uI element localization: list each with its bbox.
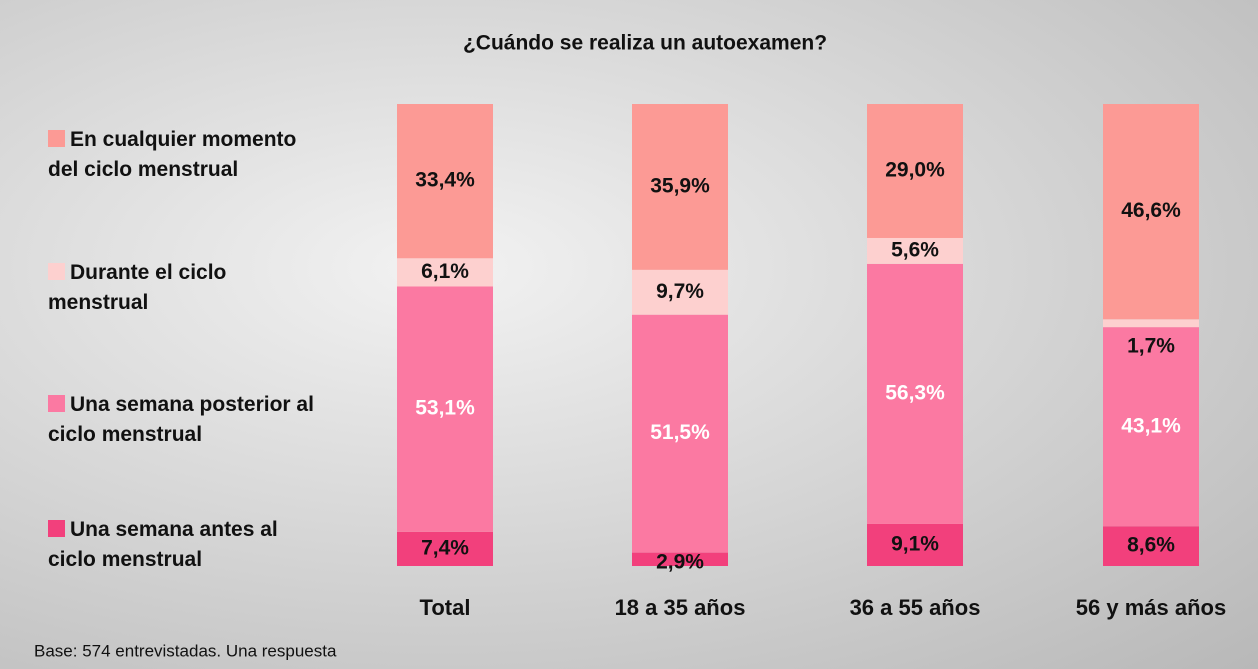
bar-segment: [397, 104, 493, 259]
legend-label: En cualquier momento del ciclo menstrual: [48, 128, 297, 181]
x-tick-label: Total: [420, 595, 471, 620]
x-tick-label: 18 a 35 años: [615, 595, 746, 620]
legend-entry: Una semana posterior al ciclo menstrual: [48, 390, 318, 450]
data-label: 56,3%: [885, 381, 945, 404]
data-label: 7,4%: [421, 536, 469, 559]
bar-segment: [867, 104, 963, 238]
legend-swatch: [48, 130, 65, 147]
bar-segment: [1103, 526, 1199, 566]
bar-segment: [867, 263, 963, 524]
chart-title: ¿Cuándo se realiza un autoexamen?: [463, 32, 827, 55]
data-label: 35,9%: [650, 174, 710, 197]
bar-segment: [397, 258, 493, 287]
data-label: 29,0%: [885, 159, 945, 182]
data-label: 6,1%: [421, 260, 469, 283]
legend-swatch: [48, 520, 65, 537]
data-label: 43,1%: [1121, 414, 1181, 437]
legend-entry: Una semana antes al ciclo menstrual: [48, 515, 318, 575]
bar-segment: [632, 104, 728, 270]
data-label: 51,5%: [650, 421, 710, 444]
legend-swatch: [48, 395, 65, 412]
data-label: 2,9%: [656, 551, 704, 574]
data-label: 46,6%: [1121, 199, 1181, 222]
data-label: 53,1%: [415, 397, 475, 420]
bar-segment: [632, 314, 728, 553]
legend-swatch: [48, 263, 65, 280]
data-label: 8,6%: [1127, 534, 1175, 557]
bar-segment: [1103, 327, 1199, 527]
bar-segment: [632, 552, 728, 566]
data-label: 33,4%: [415, 169, 475, 192]
x-tick-label: 36 a 55 años: [850, 595, 981, 620]
footnote: Base: 574 entrevistadas. Una respuesta: [34, 641, 337, 660]
data-label: 5,6%: [891, 238, 939, 261]
legend-entry: En cualquier momento del ciclo menstrual: [48, 125, 318, 185]
data-label: 9,1%: [891, 533, 939, 556]
legend-label: Una semana posterior al ciclo menstrual: [48, 393, 314, 446]
bar-segment: [867, 523, 963, 566]
legend-label: Una semana antes al ciclo menstrual: [48, 518, 278, 571]
bar-segment: [1103, 104, 1199, 320]
bar-segment: [632, 269, 728, 315]
legend-label: Durante el ciclo menstrual: [48, 261, 227, 314]
bar-segment: [867, 237, 963, 264]
data-label: 9,7%: [656, 280, 704, 303]
data-label: 1,7%: [1127, 335, 1175, 358]
bar-segment: [397, 286, 493, 532]
legend-entry: Durante el ciclo menstrual: [48, 258, 318, 318]
x-tick-label: 56 y más años: [1076, 595, 1226, 620]
bar-segment: [1103, 319, 1199, 328]
bar-segment: [397, 531, 493, 566]
